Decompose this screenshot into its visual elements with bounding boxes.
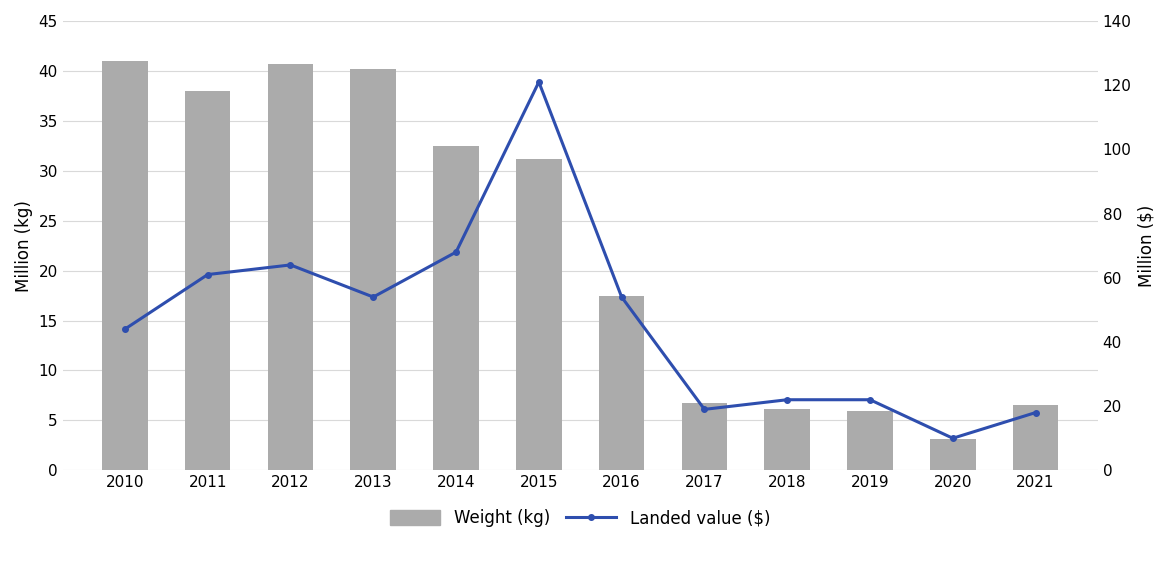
Y-axis label: Million (kg): Million (kg) <box>15 200 33 291</box>
Bar <box>433 146 479 470</box>
Bar <box>764 409 810 470</box>
Bar <box>268 64 314 470</box>
Bar <box>102 61 147 470</box>
Bar <box>682 404 728 470</box>
Legend: Weight (kg), Landed value ($): Weight (kg), Landed value ($) <box>384 503 777 534</box>
Bar <box>599 296 645 470</box>
Bar <box>351 69 395 470</box>
Bar <box>930 439 976 470</box>
Bar <box>847 412 893 470</box>
Y-axis label: Million ($): Million ($) <box>1137 204 1155 287</box>
Bar <box>185 91 230 470</box>
Bar <box>516 159 562 470</box>
Bar <box>1013 405 1059 470</box>
